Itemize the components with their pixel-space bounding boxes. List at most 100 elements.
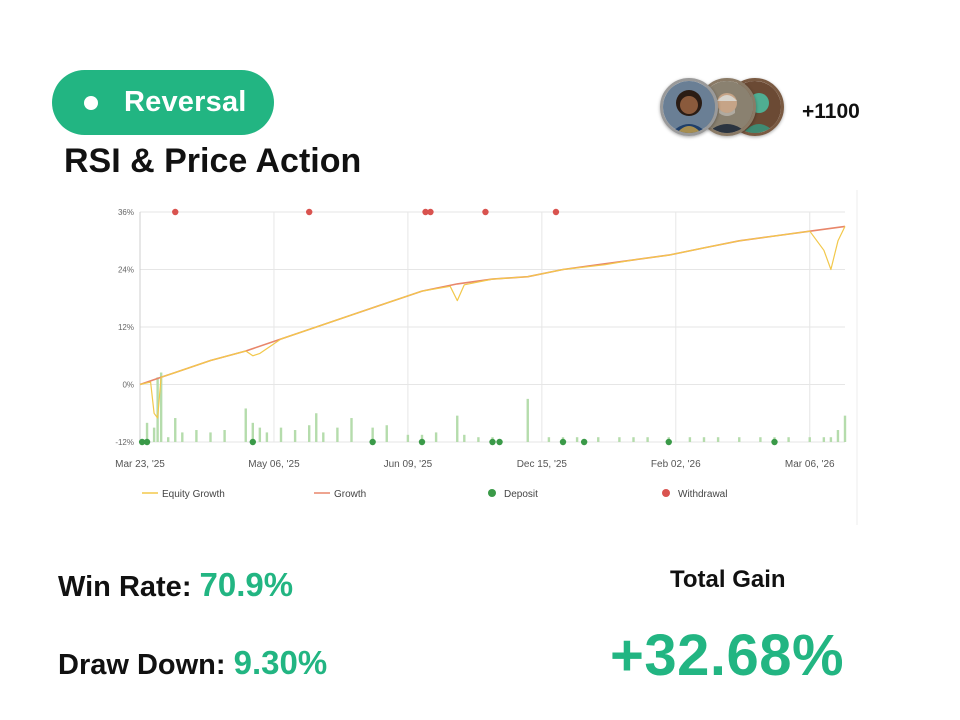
total-gain-label: Total Gain [670,566,786,593]
win-rate-label: Win Rate [58,571,182,603]
volume-bar [526,398,529,442]
volume-bar [251,422,254,442]
withdrawal-marker [552,208,560,216]
performance-chart-svg: 36% 24% 12% 0% -12% Mar 23, '25 May 06, '25 Jun… [115,190,858,525]
volume-bar [477,437,480,442]
volume-bar [836,430,840,442]
volume-bar [646,437,649,442]
withdrawal-marker [422,208,429,216]
volume-bar [223,430,226,442]
withdrawal-marker [172,208,179,216]
volume-bar [244,408,247,442]
volume-bar [456,415,459,442]
volume-bar [843,415,847,442]
volume-bar [463,434,466,442]
draw-down-value: 9.30% [233,644,328,681]
deposit-marker [771,438,778,446]
volume-bar [822,437,826,442]
win-rate-stat: Win Rate: 70.9% [58,566,293,604]
legend-label: Withdrawal [678,489,727,500]
volume-bar [618,437,621,442]
legend-label: Deposit [504,489,538,500]
deposit-marker [489,438,496,446]
volume-bar [152,427,156,442]
volume-bar [308,425,311,442]
withdrawal-marker [482,208,489,216]
win-rate-colon: : [181,571,200,603]
deposit-marker [249,438,256,446]
volume-bar [434,432,438,442]
volume-bar [632,437,635,442]
y-tick-label: 24% [118,266,134,275]
volume-bar [322,432,325,442]
volume-bar [420,434,424,442]
y-tick-label: 36% [118,208,134,217]
x-tick-label: Mar 06, '26 [785,459,835,470]
volume-bar [371,427,374,442]
withdrawal-marker [306,208,313,216]
volume-bar [181,432,184,442]
legend-swatch [662,489,670,497]
volume-bar [350,418,353,442]
deposit-marker [580,438,588,446]
performance-chart: 36% 24% 12% 0% -12% Mar 23, '25 May 06, '25 Jun… [100,190,860,525]
volume-bar [174,418,177,442]
volume-bar [145,422,149,442]
strategy-title: RSI & Price Action [64,142,362,180]
volume-bar [195,430,198,442]
volume-bar [787,437,790,442]
x-tick-label: Dec 15, '25 [517,459,568,470]
legend-label: Equity Growth [162,489,225,500]
volume-bar [547,437,551,442]
draw-down-label: Draw Down [58,649,216,681]
bullet-icon [84,95,98,110]
volume-bar [829,437,833,442]
deposit-marker [143,438,151,446]
deposit-marker [496,438,503,446]
avatar [660,78,718,136]
follower-avatars[interactable] [660,78,784,140]
legend-swatch [488,489,496,497]
x-tick-label: Mar 23, '25 [115,459,165,470]
volume-bar [738,437,741,442]
volume-bar [716,437,720,442]
volume-bar [315,413,318,442]
deposit-marker [559,438,567,446]
deposit-marker [369,438,376,446]
y-tick-label: 0% [122,381,134,390]
x-tick-label: Jun 09, '25 [384,459,433,470]
y-tick-label: 12% [118,323,134,332]
volume-bar [156,377,159,442]
win-rate-value: 70.9% [199,566,294,603]
total-gain-value: +32.68% [610,623,845,688]
draw-down-colon: : [215,649,234,681]
deposit-marker [418,438,426,446]
volume-bar [293,430,297,442]
deposit-marker [665,438,672,446]
y-tick-label: -12% [115,438,134,447]
volume-bar [759,437,762,442]
x-tick-label: Feb 02, '26 [651,459,701,470]
volume-bar [279,427,283,442]
volume-bar [808,437,811,442]
series-line [139,225,846,386]
series-line [139,226,846,419]
volume-bar [385,425,388,442]
volume-bar [597,437,600,442]
follower-count: +1100 [802,100,860,123]
strategy-tag-badge[interactable]: Reversal [52,70,274,135]
draw-down-stat: Draw Down: 9.30% [58,644,327,682]
strategy-tag-label: Reversal [124,86,247,118]
volume-bar [336,427,339,442]
withdrawal-marker [427,208,434,216]
legend-label: Growth [334,489,366,500]
volume-bar [702,437,706,442]
volume-bar [258,427,262,442]
volume-bar [406,434,410,442]
x-tick-label: May 06, '25 [248,459,300,470]
volume-bar [688,437,692,442]
volume-bar [575,437,579,442]
volume-bar [167,437,170,442]
volume-bar [265,432,269,442]
volume-bar [209,432,212,442]
